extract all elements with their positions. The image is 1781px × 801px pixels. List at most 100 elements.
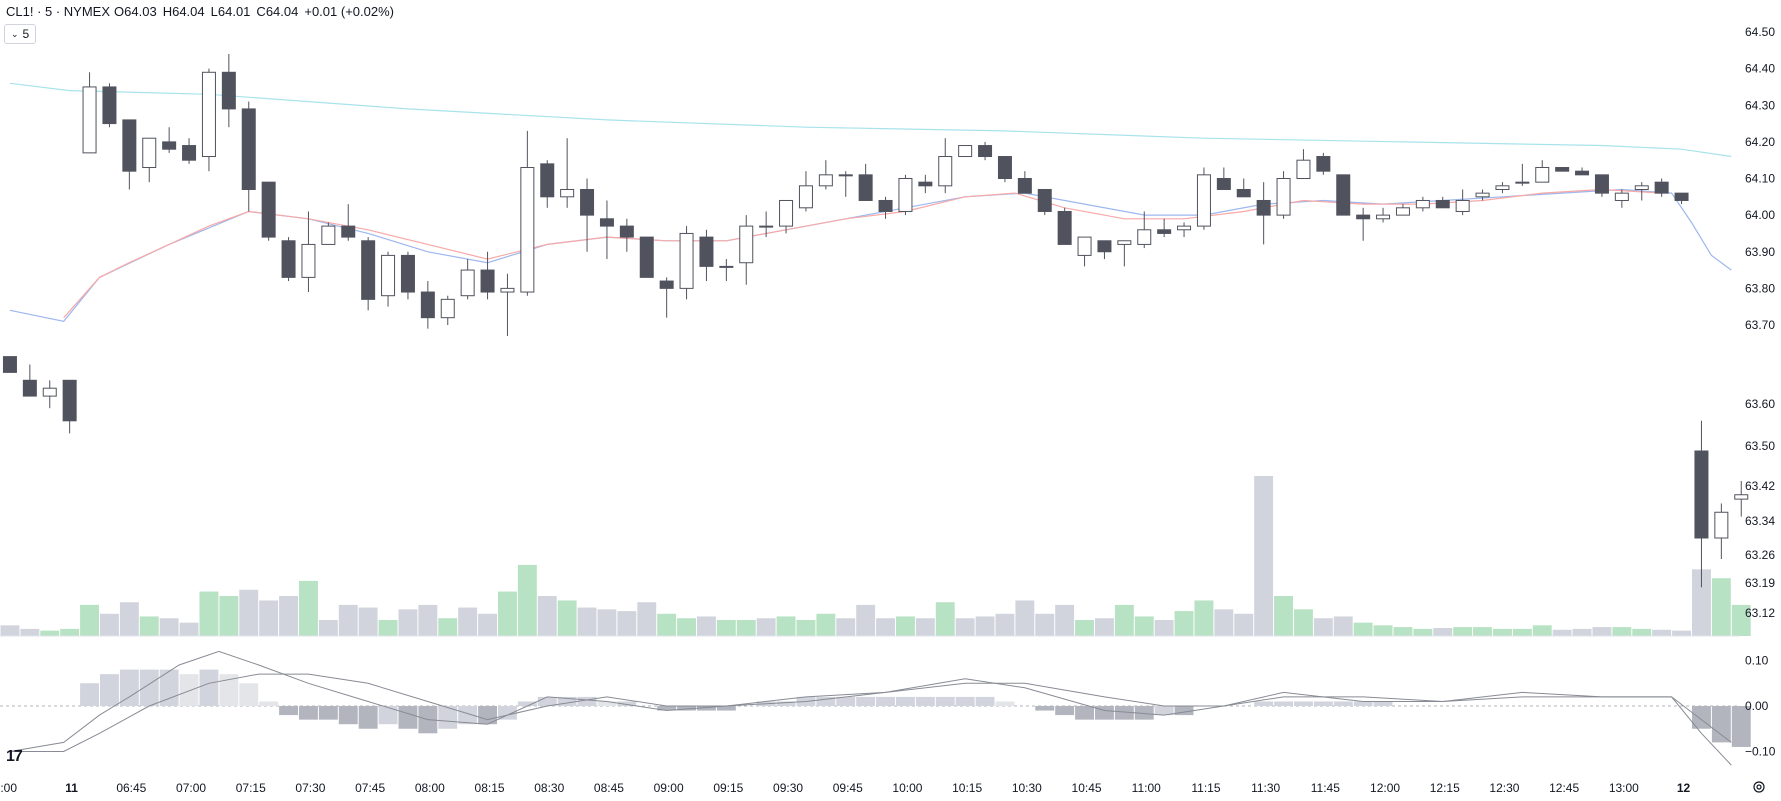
- candle[interactable]: [1177, 222, 1192, 238]
- candle[interactable]: [818, 160, 833, 190]
- time-axis[interactable]: 13:00 11 06:45 07:00 07:15 07:30 07:45 08:00 08:…: [0, 781, 1691, 795]
- symbol-title[interactable]: CL1! · 5 · NYMEX: [6, 4, 111, 19]
- candle[interactable]: [1395, 204, 1410, 216]
- candle[interactable]: [699, 229, 714, 282]
- candle[interactable]: [798, 171, 813, 212]
- candle[interactable]: [321, 222, 336, 245]
- volume-bar: [995, 613, 1015, 636]
- volume-bar: [1254, 476, 1274, 636]
- candle[interactable]: [938, 138, 953, 194]
- candle[interactable]: [1356, 207, 1371, 241]
- candle[interactable]: [1017, 171, 1032, 194]
- candle[interactable]: [1654, 178, 1669, 197]
- candle[interactable]: [1515, 163, 1530, 186]
- interval-toggle-button[interactable]: ⌄ 5: [4, 24, 37, 44]
- candle[interactable]: [639, 236, 654, 278]
- candle[interactable]: [1475, 189, 1490, 201]
- candle[interactable]: [1316, 152, 1331, 175]
- candle[interactable]: [241, 101, 256, 212]
- candle[interactable]: [1555, 167, 1570, 172]
- candle[interactable]: [261, 181, 276, 241]
- candle[interactable]: [1296, 149, 1311, 179]
- candle[interactable]: [420, 281, 435, 329]
- candle[interactable]: [1057, 207, 1072, 245]
- candle[interactable]: [918, 174, 933, 194]
- gear-icon[interactable]: [1752, 780, 1766, 794]
- candle[interactable]: [719, 259, 734, 282]
- candle[interactable]: [1236, 178, 1251, 198]
- candle[interactable]: [858, 163, 873, 201]
- candle[interactable]: [1674, 192, 1689, 205]
- candle[interactable]: [1077, 236, 1092, 267]
- candle[interactable]: [1594, 174, 1609, 197]
- candle[interactable]: [221, 53, 236, 128]
- candle[interactable]: [1435, 196, 1450, 209]
- candle[interactable]: [878, 196, 893, 219]
- candle[interactable]: [1415, 196, 1430, 212]
- candle[interactable]: [1097, 240, 1112, 260]
- candle[interactable]: [1216, 167, 1231, 190]
- candle[interactable]: [460, 259, 475, 300]
- candle[interactable]: [281, 237, 296, 282]
- candle[interactable]: [42, 380, 57, 409]
- candle[interactable]: [599, 200, 614, 260]
- candle[interactable]: [958, 145, 973, 158]
- candle[interactable]: [22, 364, 37, 397]
- candle[interactable]: [1196, 167, 1211, 230]
- candle[interactable]: [82, 72, 97, 154]
- macd-histogram-bar: [1035, 706, 1055, 711]
- candle[interactable]: [1575, 167, 1590, 176]
- candle[interactable]: [361, 237, 376, 311]
- candle[interactable]: [1336, 174, 1351, 216]
- candle[interactable]: [1037, 188, 1052, 216]
- candle[interactable]: [1614, 189, 1629, 208]
- candle[interactable]: [102, 83, 117, 128]
- candle[interactable]: [540, 160, 555, 208]
- candle[interactable]: [898, 174, 913, 216]
- candle[interactable]: [1535, 160, 1550, 183]
- candle[interactable]: [739, 215, 754, 285]
- candle[interactable]: [659, 277, 674, 318]
- candle[interactable]: [341, 204, 356, 241]
- candle[interactable]: [182, 138, 197, 164]
- candle[interactable]: [162, 127, 177, 153]
- candle[interactable]: [1276, 171, 1291, 219]
- candle[interactable]: [997, 156, 1012, 183]
- candle[interactable]: [978, 141, 993, 161]
- candle[interactable]: [500, 273, 515, 336]
- candle[interactable]: [381, 251, 396, 307]
- candle[interactable]: [520, 130, 535, 296]
- price-axis[interactable]: 64.50 64.40 64.30 64.20 64.10 64.00 63.90 63.80…: [1745, 25, 1775, 620]
- candle[interactable]: [1117, 240, 1132, 267]
- candle[interactable]: [580, 178, 595, 252]
- candle[interactable]: [838, 171, 853, 197]
- candle[interactable]: [560, 138, 575, 208]
- candle[interactable]: [1137, 211, 1152, 249]
- candle[interactable]: [1376, 207, 1391, 223]
- candle[interactable]: [301, 211, 316, 293]
- candle[interactable]: [619, 218, 634, 252]
- candle[interactable]: [142, 137, 157, 183]
- candle[interactable]: [1694, 420, 1709, 588]
- macd-histogram-bar: [876, 696, 895, 706]
- candle[interactable]: [62, 379, 77, 434]
- candle[interactable]: [1455, 189, 1470, 216]
- candle[interactable]: [679, 226, 694, 300]
- candle[interactable]: [480, 251, 495, 300]
- candle[interactable]: [1256, 182, 1271, 245]
- candle[interactable]: [1734, 481, 1749, 517]
- tradingview-logo-icon[interactable]: 17: [6, 748, 23, 765]
- candle[interactable]: [1634, 182, 1649, 201]
- candle[interactable]: [440, 295, 455, 325]
- candle[interactable]: [201, 68, 216, 172]
- candle[interactable]: [122, 119, 137, 190]
- candle[interactable]: [2, 356, 17, 373]
- candle[interactable]: [1157, 218, 1172, 238]
- candle[interactable]: [400, 251, 415, 300]
- candle[interactable]: [779, 199, 794, 234]
- candle[interactable]: [759, 211, 774, 238]
- candle[interactable]: [1495, 182, 1510, 194]
- candles[interactable]: [2, 53, 1749, 588]
- candle[interactable]: [1714, 503, 1729, 560]
